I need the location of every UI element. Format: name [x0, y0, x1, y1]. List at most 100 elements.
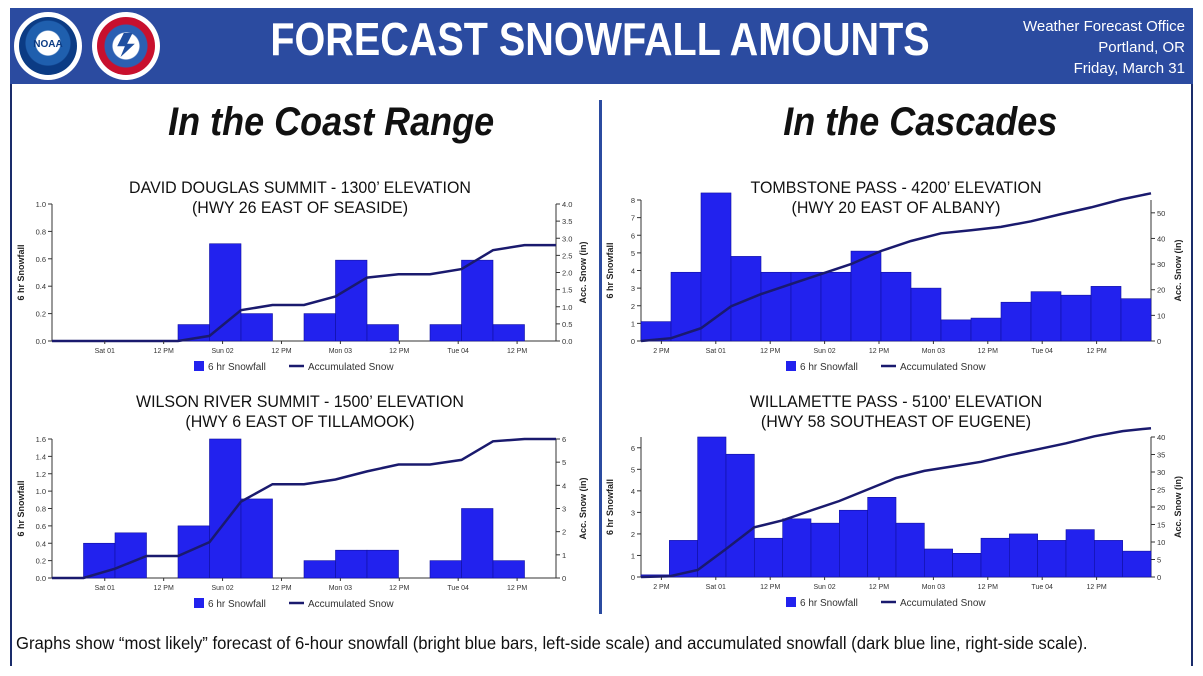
chart-title-line1: TOMBSTONE PASS - 4200’ ELEVATION — [750, 178, 1042, 197]
y2-tick-label: 3.0 — [562, 234, 572, 243]
office-name: Weather Forecast Office — [1022, 18, 1185, 35]
snowfall-bar — [492, 560, 525, 579]
legend-swatch-snowfall — [786, 597, 796, 607]
frame-right-border — [1191, 84, 1193, 666]
y2-tick-label: 25 — [1157, 486, 1165, 495]
snowfall-bar — [725, 453, 755, 578]
chart-title-line1: DAVID DOUGLAS SUMMIT - 1300’ ELEVATION — [129, 178, 471, 197]
x-tick-label: 12 PM — [760, 584, 780, 591]
y2-tick-label: 0 — [1157, 337, 1161, 346]
y2-tick-label: 15 — [1157, 521, 1165, 530]
accumulated-snow-line — [52, 243, 556, 343]
y-tick-label: 0.8 — [36, 227, 46, 236]
y-axis-title: 6 hr Snowfall — [605, 479, 615, 535]
legend-label-snowfall: 6 hr Snowfall — [208, 362, 266, 373]
snowfall-bar — [461, 259, 494, 342]
lightning-icon — [117, 33, 135, 57]
snowfall-bar — [952, 553, 982, 578]
snowfall-bar — [1030, 291, 1062, 342]
snowfall-bar — [839, 509, 868, 578]
snowfall-bar — [1120, 298, 1152, 342]
y2-tick-label: 40 — [1157, 433, 1165, 442]
y-tick-label: 6 — [631, 231, 635, 240]
x-tick-label: 12 PM — [978, 584, 998, 591]
chart-title-line1: WILSON RIVER SUMMIT - 1500’ ELEVATION — [136, 392, 464, 411]
snowfall-bar — [1009, 533, 1038, 578]
y2-axis-title: Acc. Snow (in) — [1173, 476, 1183, 538]
legend-swatch-snowfall — [194, 598, 204, 608]
x-tick-label: Tue 04 — [447, 585, 469, 592]
y-tick-label: 4 — [631, 487, 635, 496]
x-tick-label: 12 PM — [507, 585, 527, 592]
x-tick-label: 2 PM — [653, 348, 670, 355]
page-title: FORECAST SNOWFALL AMOUNTS — [270, 13, 930, 65]
noaa-logo-text: NOAA — [33, 39, 63, 50]
snowfall-bar — [970, 317, 1002, 342]
x-tick-label: 12 PM — [869, 348, 889, 355]
x-tick-label: 12 PM — [1086, 348, 1106, 355]
y-tick-label: 0 — [631, 337, 635, 346]
legend-label-snowfall: 6 hr Snowfall — [208, 599, 266, 610]
y-tick-label: 1 — [631, 551, 635, 560]
snowfall-bar — [867, 497, 897, 578]
y2-tick-label: 40 — [1157, 234, 1165, 243]
y-tick-label: 1.4 — [36, 452, 46, 461]
accumulated-snow-line — [640, 426, 1152, 579]
y-tick-label: 1.2 — [36, 470, 46, 479]
x-tick-label: 12 PM — [271, 585, 291, 592]
x-tick-label: Sat 01 — [95, 585, 115, 592]
y2-tick-label: 2 — [562, 528, 566, 537]
chart-title-line2: (HWY 26 EAST OF SEASIDE) — [191, 198, 409, 217]
y-tick-label: 5 — [631, 249, 635, 258]
snowfall-bar — [335, 259, 368, 342]
x-tick-label: Mon 03 — [922, 348, 945, 355]
y-tick-label: 0.2 — [36, 557, 46, 566]
snowfall-bar — [1037, 540, 1067, 578]
y-axis-title: 6 hr Snowfall — [605, 242, 615, 298]
legend-swatch-snowfall — [786, 361, 796, 371]
office-location: Portland, OR — [1098, 39, 1185, 56]
y2-axis-title: Acc. Snow (in) — [1173, 239, 1183, 301]
legend-swatch-snowfall — [194, 361, 204, 371]
x-tick-label: Sat 01 — [95, 348, 115, 355]
chart-david-douglas-summit: 0.0 0.2 0.4 0.6 0.8 1.0 0.0 0.5 1.0 1.5 2.0 2.5 3.0 3… — [16, 200, 588, 373]
snowfall-bar — [303, 313, 336, 342]
y2-tick-label: 0.5 — [562, 320, 572, 329]
snowfall-bar — [820, 271, 852, 342]
snowfall-bar — [940, 319, 972, 342]
snowfall-bar — [810, 522, 840, 578]
frame-left-border — [10, 84, 12, 666]
x-tick-label: Sat 01 — [706, 348, 726, 355]
y-axis-title: 6 hr Snowfall — [16, 244, 26, 300]
y2-tick-label: 50 — [1157, 209, 1165, 218]
y2-tick-label: 0 — [562, 574, 566, 583]
y-tick-label: 3 — [631, 508, 635, 517]
chart-title-line1: WILLAMETTE PASS - 5100’ ELEVATION — [749, 392, 1043, 411]
x-tick-label: 12 PM — [760, 348, 780, 355]
y-tick-label: 1 — [631, 319, 635, 328]
noaa-logo: NOAA — [14, 12, 82, 80]
snowfall-bar — [760, 271, 792, 342]
chart-tombstone-pass: 0 1 2 3 4 5 6 7 8 0 10 20 30 40 50 6 hr Snowfall Acc. Sn… — [605, 192, 1183, 373]
y2-tick-label: 2.5 — [562, 251, 572, 260]
x-tick-label: 12 PM — [507, 348, 527, 355]
x-tick-label: Tue 04 — [1031, 584, 1053, 591]
region-title-cascades: In the Cascades — [783, 100, 1058, 144]
snowfall-bar — [366, 324, 399, 342]
chart-title-wilson-river: WILSON RIVER SUMMIT - 1500’ ELEVATION (H… — [74, 392, 525, 432]
y2-tick-label: 30 — [1157, 468, 1165, 477]
y2-tick-label: 20 — [1157, 286, 1165, 295]
x-tick-label: Sun 02 — [211, 585, 233, 592]
snowfall-bar — [1060, 294, 1092, 342]
center-divider — [599, 100, 602, 614]
legend-label-accumulated: Accumulated Snow — [900, 598, 986, 609]
header-bar — [10, 8, 1193, 84]
snowfall-bar — [754, 537, 783, 578]
snowfall-bar — [114, 532, 147, 579]
y-tick-label: 8 — [631, 196, 635, 205]
y2-tick-label: 0 — [1157, 573, 1161, 582]
snowfall-bar — [730, 256, 762, 342]
snowfall-bar — [240, 498, 273, 579]
snowfall-bar — [910, 287, 942, 342]
y2-tick-label: 6 — [562, 435, 566, 444]
